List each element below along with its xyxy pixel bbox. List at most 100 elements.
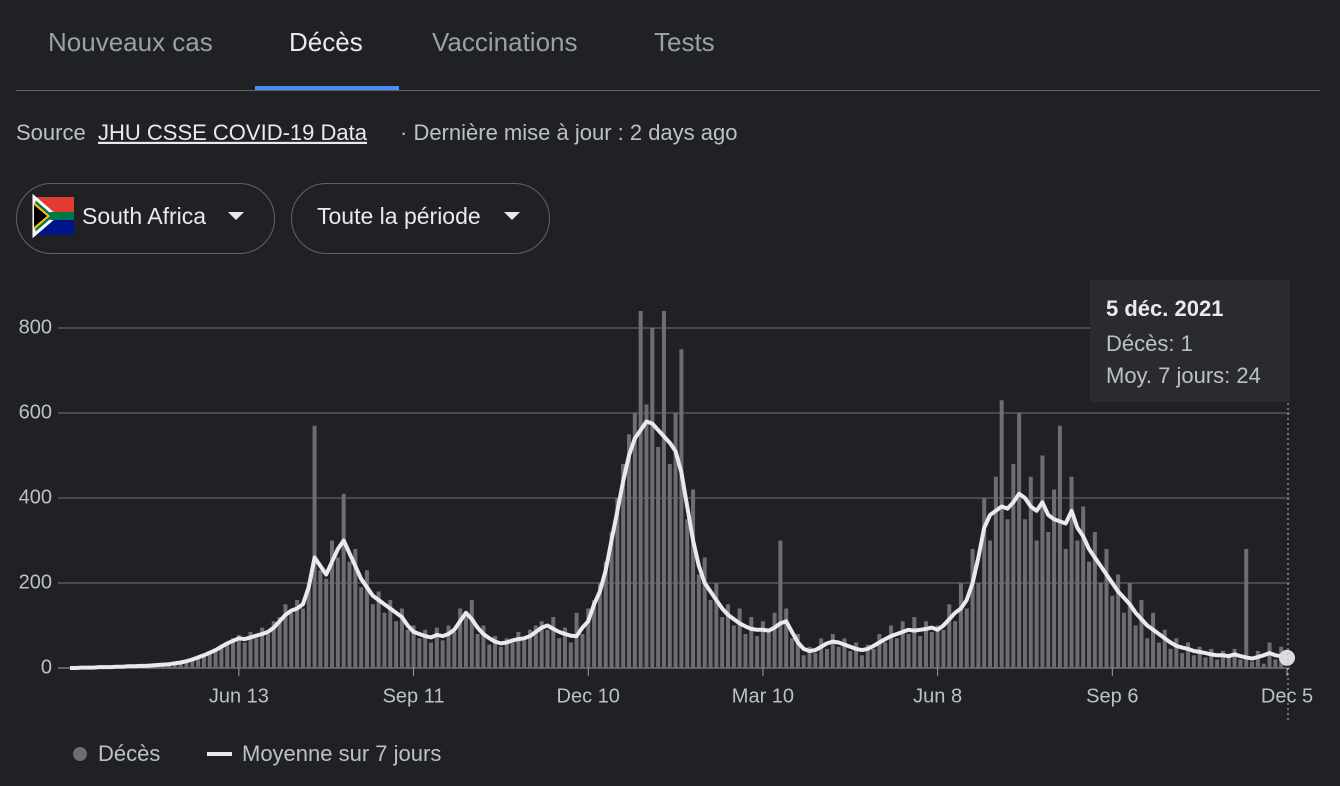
y-tick-label: 200 [19,571,52,593]
tab-selected[interactable]: Décès [289,27,363,57]
bar [1104,549,1109,668]
bar [632,413,637,668]
bar [458,608,463,668]
bar [1139,600,1144,668]
bar [440,640,445,668]
bar [970,549,975,668]
bar [201,656,206,668]
tooltip [1090,280,1290,402]
x-tick-label: Dec 5 [1261,685,1313,707]
bar [819,638,824,668]
bar [953,621,958,668]
bar [731,625,736,668]
period-dropdown[interactable] [291,183,550,254]
bar [551,617,556,668]
bar [807,646,812,668]
bar [335,557,340,668]
bar [1232,648,1237,668]
bar [760,621,765,668]
bar [691,489,696,668]
bar [714,583,719,668]
bar [242,642,247,668]
x-tick-label: Sep 11 [383,685,445,707]
bar [935,625,940,668]
bar [196,656,201,668]
bar [1121,612,1126,668]
period-label: Toute la période [317,203,481,229]
bar [411,625,416,668]
bar [1273,659,1278,668]
bar [854,642,859,668]
point-marker [1279,649,1295,666]
bar [248,631,253,668]
bar [417,638,422,668]
bar [1034,540,1039,668]
bar [1174,638,1179,668]
bar [679,349,684,668]
tab[interactable]: Tests [654,27,715,57]
bar [1145,638,1150,668]
tab[interactable]: Nouveaux cas [48,27,213,57]
bar [347,561,352,668]
bar [958,583,963,668]
bar [382,612,387,668]
bar [533,625,538,668]
bar [1261,663,1266,668]
bar [836,646,841,668]
bar [376,591,381,668]
tab-indicator [255,86,399,90]
bar [1203,657,1208,668]
bar [394,621,399,668]
bar [725,604,730,668]
y-tick-label: 600 [19,401,52,423]
bar [493,636,498,668]
bar [842,638,847,668]
bar [1127,583,1132,668]
bar [207,651,212,668]
bar [254,638,259,668]
bar [923,621,928,668]
bar [737,608,742,668]
bar [1238,659,1243,668]
bar [1028,476,1033,668]
bar [178,661,183,668]
bar [743,634,748,668]
bar [510,642,515,668]
bar [894,638,899,668]
bar [766,629,771,668]
bar [696,574,701,668]
bar [795,634,800,668]
bar [813,653,818,668]
bar [1022,519,1027,668]
bar [545,629,550,668]
bar [318,570,323,668]
bar [388,600,393,668]
bar [871,648,876,668]
bar [1011,464,1016,668]
bar [231,638,236,668]
bar [627,434,632,668]
bar [685,519,690,668]
bar [755,636,760,668]
bar [1267,642,1272,668]
bar [1186,642,1191,668]
bar [498,646,503,668]
bar [289,612,294,668]
bar [283,604,288,668]
bar [988,540,993,668]
tab[interactable]: Vaccinations [432,27,578,57]
bar [784,608,789,668]
bar [516,631,521,668]
bar [1250,661,1255,668]
bar [1052,489,1057,668]
bar [557,638,562,668]
bar [772,612,777,668]
bar [399,608,404,668]
source-link[interactable]: JHU CSSE COVID-19 Data [98,120,368,145]
bar [359,587,364,668]
region-dropdown[interactable] [16,183,275,254]
bar [790,638,795,668]
y-tick-label: 800 [19,316,52,338]
bar [1081,506,1086,668]
bar [452,631,457,668]
